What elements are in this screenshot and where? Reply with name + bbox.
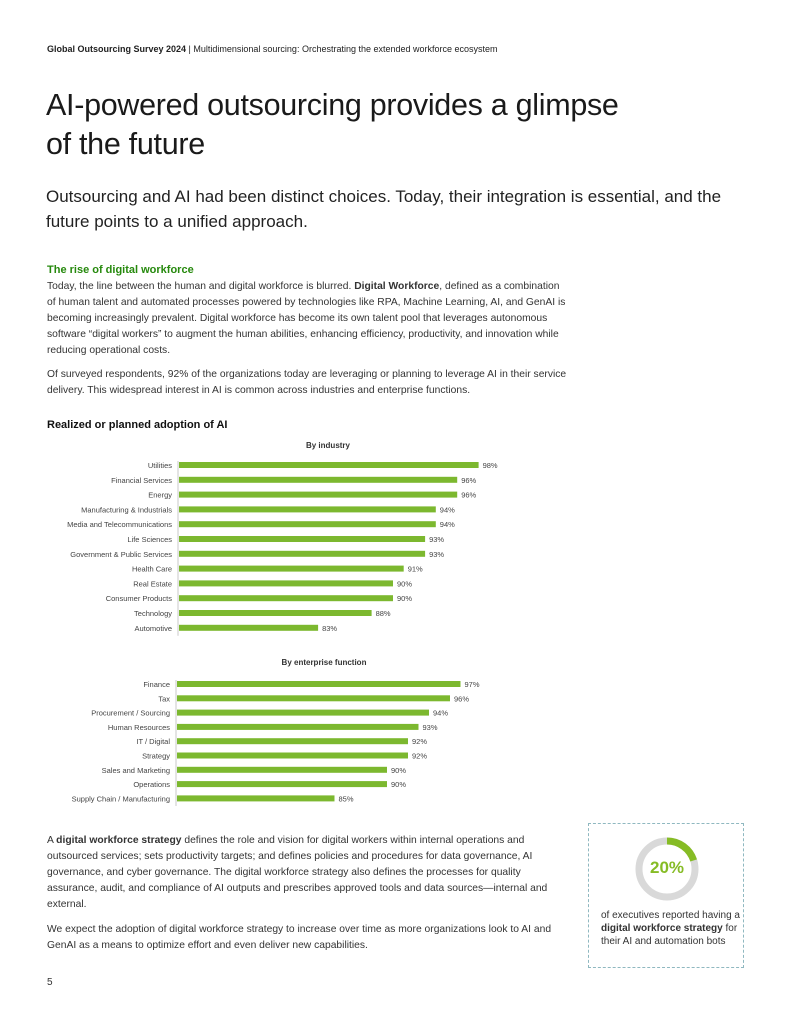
value-label-technology: 88% (376, 609, 391, 618)
body-paragraph-4: We expect the adoption of digital workfo… (47, 924, 552, 951)
bar-technology (179, 610, 372, 616)
bar-energy (179, 491, 458, 498)
category-label-consumer-products: Consumer Products (106, 594, 173, 603)
bar-it-digital (177, 738, 408, 745)
value-label-supply-chain-manufacturing: 85% (339, 794, 354, 803)
body-paragraph-3: A digital workforce strategy defines the… (47, 835, 548, 910)
category-label-tax: Tax (158, 694, 170, 703)
value-label-sales-and-marketing: 90% (391, 766, 406, 775)
bar-procurement-sourcing (177, 709, 429, 716)
value-label-media-and-telecommunications: 94% (440, 520, 455, 529)
bar-strategy (177, 752, 408, 759)
category-label-government-and-public-services: Government & Public Services (70, 550, 172, 559)
bar-utilities (179, 462, 479, 468)
bar-media-and-telecommunications (179, 521, 436, 528)
chart-section-title: Realized or planned adoption of AI (47, 419, 228, 431)
body-paragraph-2: Of surveyed respondents, 92% of the orga… (47, 369, 567, 396)
donut-segment (635, 837, 699, 901)
category-label-finance: Finance (143, 680, 170, 689)
value-label-financial-services: 96% (461, 476, 476, 485)
category-label-human-resources: Human Resources (108, 723, 170, 732)
value-label-human-resources: 93% (423, 723, 438, 732)
value-label-automotive: 83% (322, 624, 337, 633)
category-label-supply-chain-manufacturing: Supply Chain / Manufacturing (72, 794, 170, 803)
bar-tax (177, 695, 450, 702)
category-label-procurement-sourcing: Procurement / Sourcing (91, 709, 170, 718)
value-label-operations: 90% (391, 780, 406, 789)
bar-consumer-products (179, 595, 393, 602)
section-title: The rise of digital workforce (47, 264, 194, 276)
bar-government-and-public-services (179, 550, 426, 557)
value-label-energy: 96% (461, 491, 476, 500)
value-label-utilities: 98% (483, 461, 498, 470)
value-label-manufacturing-and-industrials: 94% (440, 505, 455, 514)
running-header: Global Outsourcing Survey 2024 | Multidi… (47, 44, 498, 54)
category-label-sales-and-marketing: Sales and Marketing (102, 766, 170, 775)
bar-supply-chain-manufacturing (177, 795, 335, 802)
term-digital-workforce-strategy: digital workforce strategy (56, 835, 182, 846)
category-label-strategy: Strategy (142, 752, 170, 761)
category-label-energy: Energy (148, 491, 172, 500)
bar-health-care (179, 565, 404, 572)
category-label-operations: Operations (133, 780, 170, 789)
stat-value: 20% (649, 858, 685, 877)
bar-human-resources (177, 723, 419, 730)
function-bar-chart: By enterprise function Finance 97% Tax 96% Pr… (72, 658, 480, 806)
term-digital-workforce: Digital Workforce (354, 281, 440, 292)
bar-manufacturing-and-industrials (179, 506, 436, 513)
value-label-strategy: 92% (412, 752, 427, 761)
value-label-health-care: 91% (408, 565, 423, 574)
category-label-financial-services: Financial Services (111, 476, 172, 485)
value-label-consumer-products: 90% (397, 594, 412, 603)
page-title: AI-powered outsourcing provides a glimps… (46, 88, 619, 161)
lead-paragraph: Outsourcing and AI had been distinct cho… (46, 187, 722, 231)
body-paragraph-1: Today, the line between the human and di… (47, 281, 566, 356)
stat-description: of executives reported having a digital … (601, 910, 740, 947)
value-label-procurement-sourcing: 94% (433, 709, 448, 718)
report-subtitle: Multidimensional sourcing: Orchestrating… (193, 44, 498, 54)
category-label-media-and-telecommunications: Media and Telecommunications (67, 520, 172, 529)
report-name: Global Outsourcing Survey 2024 (47, 44, 187, 54)
value-label-it-digital: 92% (412, 737, 427, 746)
value-label-finance: 97% (465, 680, 480, 689)
value-label-tax: 96% (454, 694, 469, 703)
industry-bar-chart: By industry Utilities 98% Financial Service… (67, 441, 498, 636)
category-label-manufacturing-and-industrials: Manufacturing & Industrials (81, 505, 172, 514)
value-label-life-sciences: 93% (429, 535, 444, 544)
header-separator: | (186, 44, 194, 54)
value-label-real-estate: 90% (397, 579, 412, 588)
bar-operations (177, 781, 387, 788)
category-label-technology: Technology (134, 609, 172, 618)
chart-title: By industry (306, 441, 351, 450)
category-label-health-care: Health Care (132, 565, 172, 574)
category-label-automotive: Automotive (134, 624, 172, 633)
value-label-government-and-public-services: 93% (429, 550, 444, 559)
stat-bold-term: digital workforce strategy (601, 923, 723, 934)
bar-sales-and-marketing (177, 766, 387, 773)
bar-life-sciences (179, 536, 426, 542)
stat-callout: 20% of executives reported having a digi… (588, 823, 744, 968)
category-label-life-sciences: Life Sciences (127, 535, 172, 544)
category-label-utilities: Utilities (148, 461, 172, 470)
page-number: 5 (47, 977, 53, 988)
chart-title: By enterprise function (282, 658, 367, 667)
category-label-it-digital: IT / Digital (136, 737, 170, 746)
bar-automotive (179, 624, 319, 631)
category-label-real-estate: Real Estate (133, 579, 172, 588)
stat-donut-chart (635, 837, 699, 901)
bar-financial-services (179, 476, 458, 483)
bar-finance (177, 681, 461, 687)
bar-real-estate (179, 580, 393, 587)
